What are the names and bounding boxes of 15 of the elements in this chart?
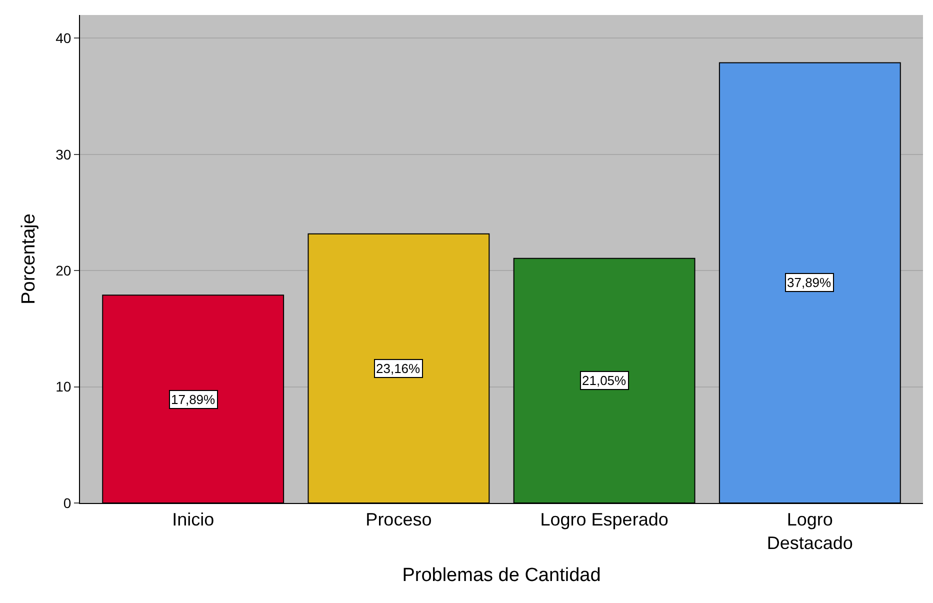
y-tick-label: 10 <box>56 378 72 395</box>
y-tick-label: 40 <box>56 30 72 46</box>
x-tick-label: Logro Esperado <box>540 510 668 530</box>
x-tick-label: Proceso <box>366 510 432 530</box>
y-tick-label: 0 <box>63 494 72 511</box>
data-label: 21,05% <box>582 373 627 388</box>
data-label: 23,16% <box>376 361 421 376</box>
x-tick-label: Inicio <box>172 510 214 530</box>
x-tick-label: Logro Destacado <box>766 510 853 553</box>
y-axis-title: Porcentaje <box>18 214 40 304</box>
y-tick-label: 20 <box>56 262 72 279</box>
y-tick-label: 30 <box>56 146 72 162</box>
x-axis-title: Problemas de Cantidad <box>402 564 601 586</box>
data-label: 17,89% <box>171 392 216 407</box>
data-label: 37,89% <box>787 275 832 290</box>
